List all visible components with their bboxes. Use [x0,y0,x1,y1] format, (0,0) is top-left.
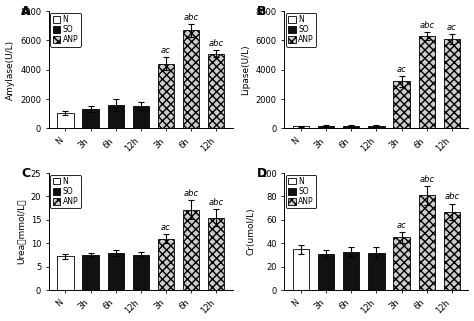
Text: D: D [257,167,267,180]
Text: abc: abc [444,192,459,201]
Bar [343,252,359,290]
Bar [393,82,410,128]
Text: abc: abc [419,175,434,184]
Bar [57,113,73,128]
Bar [133,255,149,290]
Y-axis label: Amylase(U/L): Amylase(U/L) [6,40,15,100]
Y-axis label: Lipase(U/L): Lipase(U/L) [241,44,250,95]
Bar [108,253,124,290]
Text: C: C [21,167,30,180]
Bar [368,253,384,290]
Text: abc: abc [209,39,224,48]
Text: A: A [21,5,31,18]
Bar [293,126,309,128]
Text: ac: ac [161,46,171,55]
Text: ac: ac [397,221,407,230]
Y-axis label: Cr(umol/L): Cr(umol/L) [246,208,255,256]
Bar [183,30,200,128]
Text: B: B [257,5,266,18]
Bar [183,210,200,290]
Bar [82,255,99,290]
Bar [208,218,225,290]
Bar [368,126,384,128]
Bar [343,126,359,128]
Bar [393,238,410,290]
Y-axis label: Urea（mmol/L）: Urea（mmol/L） [16,199,25,265]
Bar [82,109,99,128]
Bar [57,256,73,290]
Bar [419,36,435,128]
Text: ac: ac [161,223,171,232]
Bar [444,39,460,128]
Bar [444,212,460,290]
Text: abc: abc [183,13,199,22]
Text: abc: abc [183,189,199,198]
Bar [108,105,124,128]
Legend: N, SO, ANP: N, SO, ANP [50,13,81,47]
Text: ac: ac [397,65,407,74]
Bar [133,106,149,128]
Legend: N, SO, ANP: N, SO, ANP [50,175,81,208]
Bar [318,126,334,128]
Bar [158,239,174,290]
Text: ac: ac [447,23,457,32]
Legend: N, SO, ANP: N, SO, ANP [286,13,316,47]
Text: abc: abc [419,21,434,30]
Bar [208,54,225,128]
Text: abc: abc [209,198,224,207]
Bar [293,249,309,290]
Bar [158,64,174,128]
Bar [318,254,334,290]
Legend: N, SO, ANP: N, SO, ANP [286,175,316,208]
Bar [419,195,435,290]
